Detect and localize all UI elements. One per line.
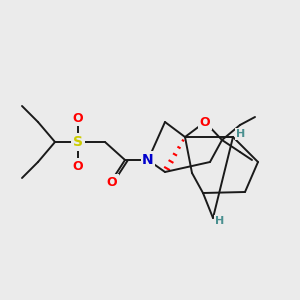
Text: O: O: [200, 116, 210, 128]
Text: S: S: [73, 135, 83, 149]
Text: H: H: [215, 216, 225, 226]
Text: H: H: [236, 129, 246, 139]
Text: N: N: [142, 153, 154, 167]
Text: O: O: [73, 112, 83, 124]
Text: O: O: [107, 176, 117, 188]
Text: O: O: [73, 160, 83, 172]
